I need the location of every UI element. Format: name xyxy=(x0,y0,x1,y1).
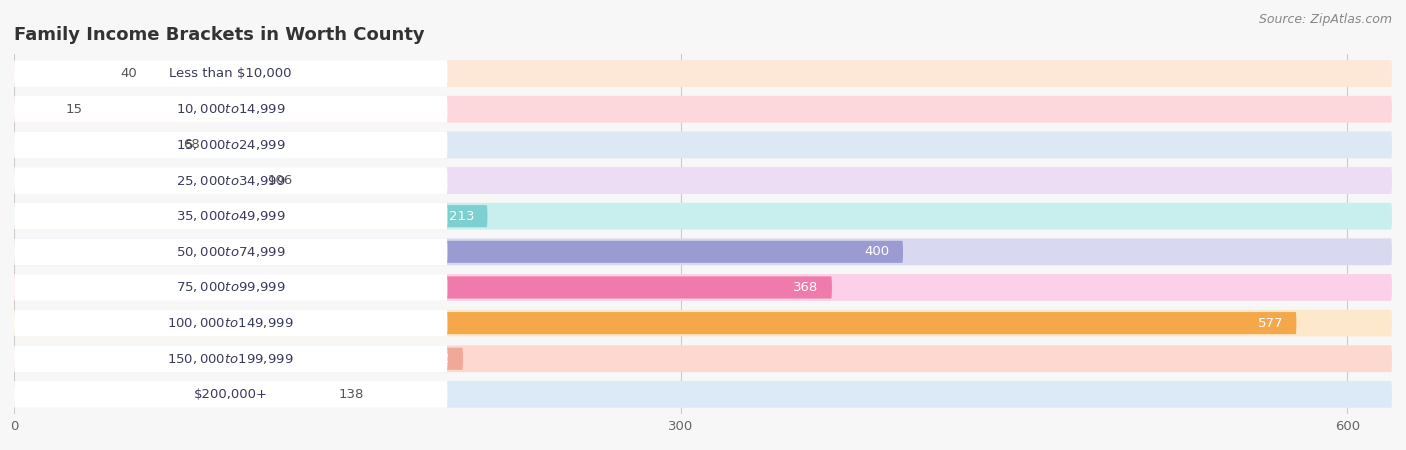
Text: 15: 15 xyxy=(65,103,82,116)
FancyBboxPatch shape xyxy=(14,131,1392,158)
Text: 106: 106 xyxy=(267,174,292,187)
Text: 400: 400 xyxy=(865,245,890,258)
Text: $25,000 to $34,999: $25,000 to $34,999 xyxy=(176,174,285,188)
FancyBboxPatch shape xyxy=(14,60,447,87)
Text: $100,000 to $149,999: $100,000 to $149,999 xyxy=(167,316,294,330)
FancyBboxPatch shape xyxy=(14,310,1392,337)
Text: 213: 213 xyxy=(449,210,474,223)
FancyBboxPatch shape xyxy=(14,134,165,156)
FancyBboxPatch shape xyxy=(14,131,447,158)
FancyBboxPatch shape xyxy=(14,167,447,194)
Text: Family Income Brackets in Worth County: Family Income Brackets in Worth County xyxy=(14,26,425,44)
FancyBboxPatch shape xyxy=(14,203,1392,230)
Text: Source: ZipAtlas.com: Source: ZipAtlas.com xyxy=(1258,14,1392,27)
FancyBboxPatch shape xyxy=(14,98,48,120)
FancyBboxPatch shape xyxy=(14,238,1392,265)
Text: $150,000 to $199,999: $150,000 to $199,999 xyxy=(167,352,294,366)
FancyBboxPatch shape xyxy=(14,205,488,227)
Text: $200,000+: $200,000+ xyxy=(194,388,267,401)
Text: 368: 368 xyxy=(793,281,818,294)
FancyBboxPatch shape xyxy=(14,238,447,265)
Text: 577: 577 xyxy=(1257,317,1284,329)
FancyBboxPatch shape xyxy=(14,241,903,263)
FancyBboxPatch shape xyxy=(14,346,1392,372)
Text: 138: 138 xyxy=(339,388,364,401)
Text: $35,000 to $49,999: $35,000 to $49,999 xyxy=(176,209,285,223)
FancyBboxPatch shape xyxy=(14,346,447,372)
Text: $15,000 to $24,999: $15,000 to $24,999 xyxy=(176,138,285,152)
Text: Less than $10,000: Less than $10,000 xyxy=(170,67,292,80)
FancyBboxPatch shape xyxy=(14,170,250,192)
FancyBboxPatch shape xyxy=(14,381,447,408)
FancyBboxPatch shape xyxy=(14,274,447,301)
Text: $75,000 to $99,999: $75,000 to $99,999 xyxy=(176,280,285,294)
Text: $10,000 to $14,999: $10,000 to $14,999 xyxy=(176,102,285,116)
FancyBboxPatch shape xyxy=(14,203,447,230)
Text: 40: 40 xyxy=(121,67,138,80)
FancyBboxPatch shape xyxy=(14,383,321,405)
FancyBboxPatch shape xyxy=(14,274,1392,301)
FancyBboxPatch shape xyxy=(14,276,832,298)
FancyBboxPatch shape xyxy=(14,310,447,337)
FancyBboxPatch shape xyxy=(14,63,103,85)
FancyBboxPatch shape xyxy=(14,96,447,122)
FancyBboxPatch shape xyxy=(14,167,1392,194)
FancyBboxPatch shape xyxy=(14,381,1392,408)
FancyBboxPatch shape xyxy=(14,348,463,370)
Text: $50,000 to $74,999: $50,000 to $74,999 xyxy=(176,245,285,259)
FancyBboxPatch shape xyxy=(14,312,1296,334)
Text: 202: 202 xyxy=(425,352,450,365)
FancyBboxPatch shape xyxy=(14,96,1392,122)
Text: 68: 68 xyxy=(183,139,200,151)
FancyBboxPatch shape xyxy=(14,60,1392,87)
